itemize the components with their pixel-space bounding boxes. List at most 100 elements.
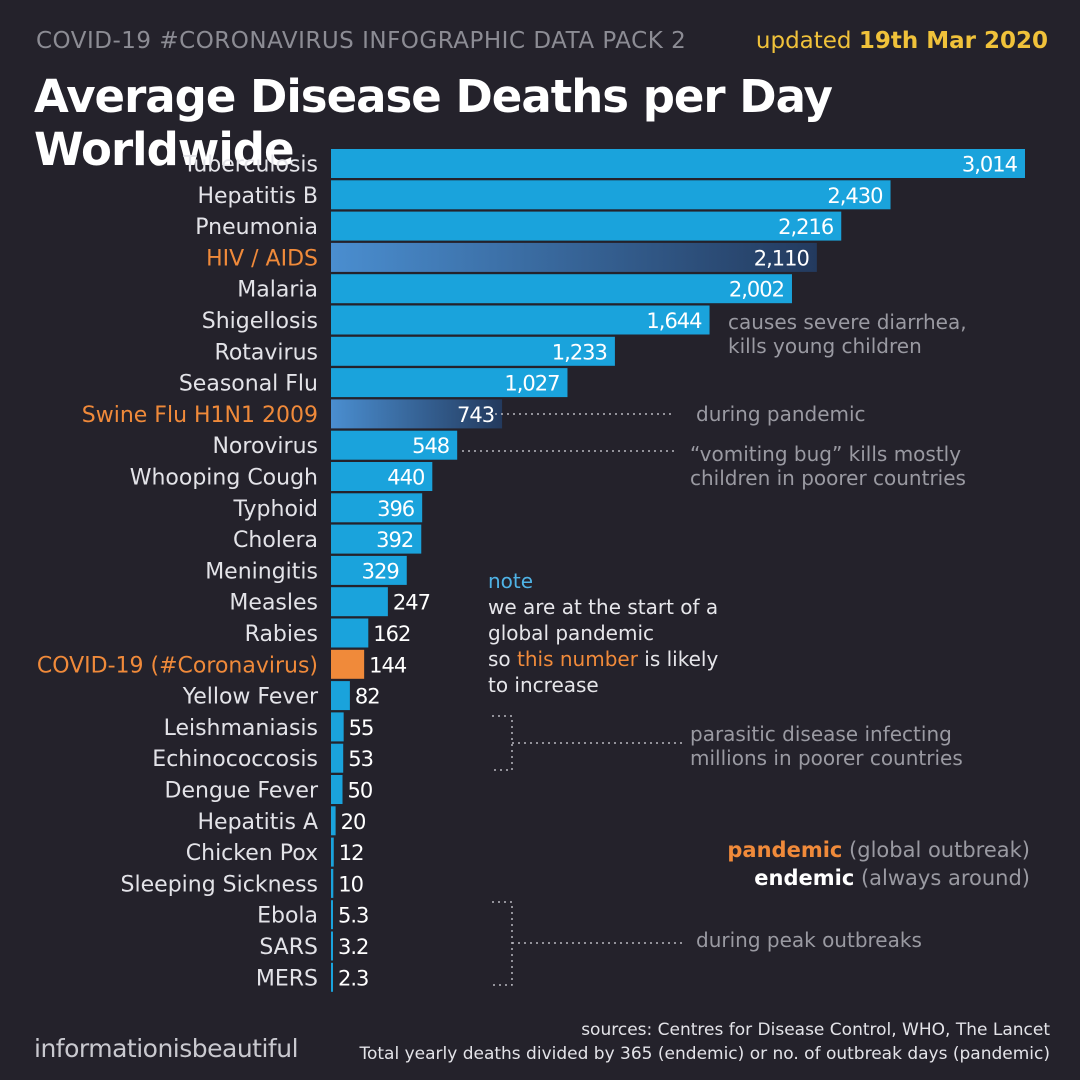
category-label-4: Malaria xyxy=(237,278,318,303)
value-label-5: 1,644 xyxy=(646,309,702,333)
annotation-shigellosis: causes severe diarrhea, kills young chil… xyxy=(728,310,967,358)
note-box: note we are at the start of a global pan… xyxy=(488,568,748,698)
category-label-6: Rotavirus xyxy=(215,340,318,365)
value-label-6: 1,233 xyxy=(552,340,607,364)
bar-4 xyxy=(331,274,792,304)
sources-line: sources: Centres for Disease Control, WH… xyxy=(581,1020,1050,1040)
value-label-15: 162 xyxy=(373,622,410,646)
category-label-13: Meningitis xyxy=(205,559,318,584)
note-line-3-pre: so xyxy=(488,647,518,671)
category-label-11: Typhoid xyxy=(233,497,318,522)
bar-7 xyxy=(331,368,568,398)
category-label-15: Rabies xyxy=(245,622,318,647)
category-label-8: Swine Flu H1N1 2009 xyxy=(82,403,318,428)
value-label-18: 55 xyxy=(349,716,374,740)
sources: sources: Centres for Disease Control, WH… xyxy=(359,1018,1050,1066)
bar-15 xyxy=(331,618,369,648)
bar-18 xyxy=(331,712,344,742)
value-label-4: 2,002 xyxy=(729,278,784,302)
chart-title: Average Disease Deaths per Day Worldwide xyxy=(34,70,833,176)
value-label-1: 2,430 xyxy=(827,184,882,208)
note-line-3: so this number is likely xyxy=(488,646,748,672)
legend: pandemic (global outbreak) endemic (alwa… xyxy=(727,836,1030,892)
legend-pandemic-desc: (global outbreak) xyxy=(849,838,1030,862)
category-label-0: Tuberculosis xyxy=(182,153,318,178)
value-label-12: 392 xyxy=(376,528,413,552)
category-label-9: Norovirus xyxy=(212,434,318,459)
category-label-7: Seasonal Flu xyxy=(179,372,318,397)
bar-1 xyxy=(331,180,891,210)
value-label-19: 53 xyxy=(348,747,373,771)
category-label-21: Hepatitis A xyxy=(197,810,318,835)
parasitic-bracket xyxy=(492,715,513,771)
value-label-10: 440 xyxy=(387,466,424,490)
bar-26 xyxy=(331,962,333,992)
bar-13 xyxy=(331,555,407,585)
bar-5 xyxy=(331,305,710,335)
category-label-20: Dengue Fever xyxy=(165,779,319,804)
value-label-8: 743 xyxy=(457,403,494,427)
updated-prefix: updated xyxy=(755,28,852,54)
category-label-3: HIV / AIDS xyxy=(206,246,318,271)
series-label: COVID-19 #CORONAVIRUS INFOGRAPHIC DATA P… xyxy=(36,28,687,54)
category-label-19: Echinococcosis xyxy=(152,747,318,772)
value-label-7: 1,027 xyxy=(504,372,559,396)
category-label-25: SARS xyxy=(259,935,318,960)
bar-3 xyxy=(331,242,817,272)
bar-14 xyxy=(331,587,388,617)
value-label-0: 3,014 xyxy=(962,153,1018,177)
bar-24 xyxy=(331,900,333,930)
legend-endemic-label: endemic xyxy=(754,866,855,890)
method-line: Total yearly deaths divided by 365 (ende… xyxy=(359,1044,1050,1064)
annotation-swine-flu: during pandemic xyxy=(696,402,866,426)
bar-11 xyxy=(331,493,423,523)
bar-21 xyxy=(331,806,336,836)
bar-17 xyxy=(331,681,350,711)
value-label-13: 329 xyxy=(362,559,399,583)
annotation-parasitic: parasitic disease infecting millions in … xyxy=(690,722,963,770)
category-label-10: Whooping Cough xyxy=(130,466,318,491)
annotation-connectors xyxy=(462,413,686,986)
updated-date: 19th Mar 2020 xyxy=(858,28,1048,54)
category-label-18: Leishmaniasis xyxy=(164,716,318,741)
bar-10 xyxy=(331,462,433,491)
bar-20 xyxy=(331,775,343,804)
category-label-12: Cholera xyxy=(233,528,318,553)
category-label-23: Sleeping Sickness xyxy=(121,872,318,897)
category-label-2: Pneumonia xyxy=(195,215,318,240)
bars-group: Tuberculosis 3,014 Hepatitis B 2,430 Pneumon… xyxy=(37,149,1025,992)
value-label-22: 12 xyxy=(339,841,364,865)
value-label-11: 396 xyxy=(377,497,415,521)
bar-9 xyxy=(331,430,458,460)
category-label-24: Ebola xyxy=(257,904,318,929)
value-label-25: 3.2 xyxy=(338,935,368,959)
category-label-1: Hepatitis B xyxy=(197,184,318,209)
category-label-17: Yellow Fever xyxy=(182,685,319,710)
note-line-3-post: is likely xyxy=(637,647,719,671)
category-label-14: Measles xyxy=(229,591,318,616)
bar-8 xyxy=(331,399,503,429)
category-label-22: Chicken Pox xyxy=(186,841,318,866)
value-label-9: 548 xyxy=(412,434,449,458)
legend-endemic-desc: (always around) xyxy=(860,866,1030,890)
brand-logo: informationisbeautiful xyxy=(34,1034,299,1063)
value-label-14: 247 xyxy=(393,591,430,615)
bar-25 xyxy=(331,931,333,961)
updated-stamp: updated 19th Mar 2020 xyxy=(756,28,1048,54)
value-label-3: 2,110 xyxy=(754,246,809,270)
category-label-26: MERS xyxy=(256,966,318,991)
category-label-16: COVID-19 (#Coronavirus) xyxy=(37,653,318,678)
bar-16 xyxy=(331,649,365,679)
legend-endemic: endemic (always around) xyxy=(727,864,1030,892)
peak-bracket xyxy=(492,901,513,986)
value-label-2: 2,216 xyxy=(778,215,834,239)
value-label-16: 144 xyxy=(369,653,407,677)
legend-pandemic: pandemic (global outbreak) xyxy=(727,836,1030,864)
legend-pandemic-label: pandemic xyxy=(727,838,843,862)
bar-2 xyxy=(331,211,842,241)
bar-22 xyxy=(331,837,334,867)
bar-12 xyxy=(331,524,422,554)
bar-23 xyxy=(331,868,334,898)
value-label-24: 5.3 xyxy=(338,904,368,928)
